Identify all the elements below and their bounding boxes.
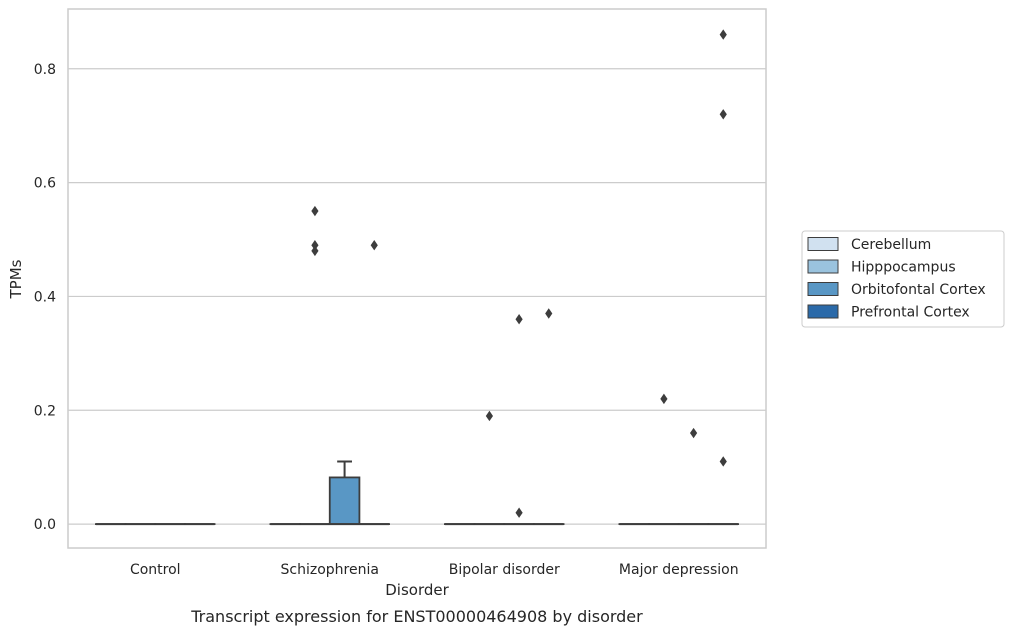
y-axis-ticks: 0.0 0.2 0.4 0.6 0.8 <box>34 62 56 533</box>
outlier-point <box>545 308 553 319</box>
plot-area-frame <box>67 8 767 549</box>
legend-label: Cerebellum <box>851 237 931 253</box>
legend-swatch <box>807 237 839 251</box>
legend-swatch <box>807 282 839 296</box>
y-tick-label: 0.6 <box>34 176 56 192</box>
outlier-point <box>719 456 727 467</box>
outlier-point <box>485 410 494 422</box>
x-tick-label: Bipolar disorder <box>449 562 560 578</box>
outlier-point <box>719 29 727 40</box>
outlier-point <box>311 240 319 251</box>
x-tick-label: Major depression <box>619 562 739 578</box>
legend-label: Hipppocampus <box>851 260 956 276</box>
y-tick-label: 0.0 <box>34 517 56 533</box>
outlier-point <box>719 109 727 120</box>
outlier-point <box>660 393 668 405</box>
box-series <box>95 460 739 526</box>
x-tick-label: Schizophrenia <box>281 562 379 578</box>
outlier-point <box>311 205 319 217</box>
legend-label: Prefrontal Cortex <box>851 305 970 321</box>
y-tick-label: 0.8 <box>34 62 56 78</box>
x-axis-ticks: Control Schizophrenia Bipolar disorder Majo… <box>130 562 739 578</box>
x-tick-label: Control <box>130 562 181 578</box>
x-axis-title: Disorder <box>385 581 449 599</box>
legend-swatch <box>807 259 839 274</box>
outlier-point <box>689 427 698 439</box>
legend-frame <box>801 230 1005 328</box>
box-body <box>328 476 361 525</box>
outlier-points <box>311 29 727 518</box>
outlier-point <box>515 313 523 325</box>
outlier-point <box>515 507 523 518</box>
y-tick-label: 0.4 <box>34 289 56 305</box>
gridlines <box>68 68 766 525</box>
box <box>328 460 361 526</box>
legend-swatch <box>807 304 839 319</box>
legend: Cerebellum Hipppocampus Orbitofontal Corte… <box>801 230 1005 328</box>
legend-label: Orbitofontal Cortex <box>851 282 986 298</box>
y-axis-title: TPMs <box>7 259 25 299</box>
outlier-point <box>311 245 319 257</box>
outlier-point <box>370 240 378 251</box>
chart-caption: Transcript expression for ENST0000046490… <box>190 607 643 626</box>
y-tick-label: 0.2 <box>34 403 56 419</box>
